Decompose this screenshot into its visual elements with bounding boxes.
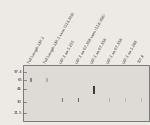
Bar (30, 78, 32, 82)
Text: 66: 66 (17, 78, 22, 82)
Bar (23, 65, 149, 121)
Bar (46, 78, 48, 82)
Text: LEF-1 aa 67-398 sans (114-356): LEF-1 aa 67-398 sans (114-356) (75, 13, 107, 64)
Text: LEF-1 aa 67-398: LEF-1 aa 67-398 (106, 38, 124, 64)
Text: 30: 30 (17, 100, 22, 103)
Text: 46: 46 (17, 87, 22, 91)
Bar (109, 98, 110, 102)
Bar (141, 98, 142, 102)
Text: LEF-1 aa 1-268: LEF-1 aa 1-268 (122, 39, 139, 64)
Text: 97.4: 97.4 (13, 70, 22, 74)
Bar (125, 98, 126, 102)
Text: Full Length LEF-1: Full Length LEF-1 (28, 36, 46, 64)
Text: LEF-1 aa 1-221: LEF-1 aa 1-221 (59, 39, 76, 64)
Text: 21.5: 21.5 (13, 111, 22, 115)
Bar (93, 86, 95, 94)
Bar (78, 98, 79, 102)
Bar (62, 98, 63, 102)
Text: Full Length LEF-1 sans (114-356): Full Length LEF-1 sans (114-356) (43, 12, 76, 64)
Text: LEF-1 aa 67-398: LEF-1 aa 67-398 (91, 38, 108, 64)
Text: TCF-E: TCF-E (138, 54, 146, 64)
